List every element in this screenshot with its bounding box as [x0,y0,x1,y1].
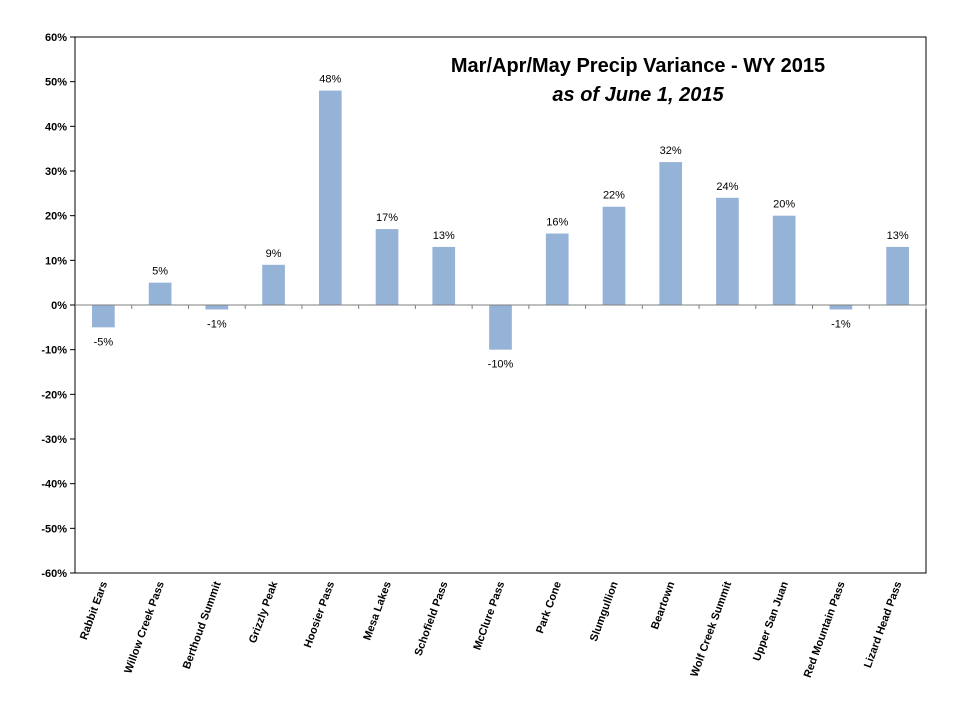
data-label: 13% [887,230,909,242]
data-label: 20% [773,199,795,211]
data-label: -5% [94,336,114,348]
y-tick-label: 30% [45,166,67,178]
axes-layer [70,36,927,574]
y-tick-label: -40% [41,479,67,491]
data-label: 5% [152,266,168,278]
bar-lizard-head-pass [886,246,909,305]
bar-wolf-creek-summit [716,197,739,305]
data-label: 17% [376,212,398,224]
data-label: 16% [546,217,568,229]
data-label: 24% [716,181,738,193]
data-label: 48% [319,74,341,86]
bar-beartown [659,162,683,305]
y-tick-label: -30% [41,434,67,446]
y-tick-label: 60% [45,32,67,44]
bar-willow-creek-pass [148,282,172,305]
bar-rabbit-ears [92,305,115,328]
bar-upper-san-juan [772,215,796,305]
data-label: 32% [660,145,682,157]
bars-layer [92,90,909,350]
y-tick-label: -50% [41,523,67,535]
y-tick-label: 10% [45,255,67,267]
data-label: -1% [207,318,227,330]
bar-mesa-lakes [375,229,399,305]
bar-slumgullion [602,206,626,305]
y-tick-label: -10% [41,345,67,357]
y-tick-label: -20% [41,389,67,401]
title-layer: Mar/Apr/May Precip Variance - WY 2015 as… [451,55,825,106]
chart-subtitle: as of June 1, 2015 [552,84,724,106]
data-label: 13% [433,230,455,242]
bar-park-cone [545,233,569,305]
data-label: 9% [266,248,282,260]
bar-mcclure-pass [489,305,512,350]
y-tick-label: 50% [45,77,67,89]
y-tick-label: 0% [51,300,67,312]
data-label: 22% [603,190,625,202]
bar-berthoud-summit [205,305,229,310]
data-label: -10% [488,359,514,371]
bar-hoosier-pass [318,90,342,305]
data-label: -1% [831,318,851,330]
bar-red-mountain-pass [829,305,853,310]
chart-title: Mar/Apr/May Precip Variance - WY 2015 [451,55,825,77]
y-tick-label: 40% [45,121,67,133]
bar-grizzly-peak [262,264,285,305]
y-tick-label: -60% [41,568,67,580]
bar-schofield-pass [432,246,456,305]
y-tick-label: 20% [45,211,67,223]
